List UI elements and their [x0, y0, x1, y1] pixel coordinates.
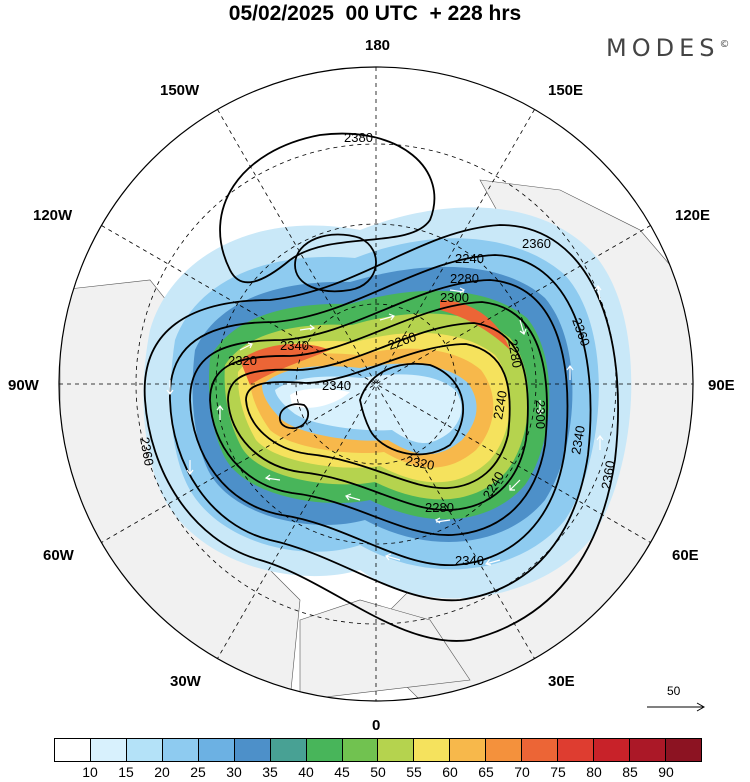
colorbar-label: 15	[118, 764, 134, 780]
colorbar-bin	[198, 739, 235, 761]
colorbar-label: 25	[190, 764, 206, 780]
globe-outline	[58, 66, 694, 702]
contour-label: 2280	[450, 271, 479, 286]
contour-label: 2320	[228, 353, 257, 368]
contour-label: 2340	[280, 338, 309, 353]
lon-label-120e: 120E	[675, 207, 710, 224]
colorbar-bin	[630, 739, 666, 761]
colorbar-label: 75	[550, 764, 566, 780]
contour-label: 2240	[490, 389, 510, 420]
colorbar-labels: 10 15 20 25 30 35 40 45 50 55 60 65 70 75 80 85 90	[0, 764, 750, 782]
contour-label: 2340	[568, 424, 588, 455]
contour-label: 2360	[522, 236, 551, 251]
colorbar-bin	[414, 739, 451, 761]
colorbar-bin	[234, 739, 271, 761]
contour-label: 2280	[425, 500, 454, 515]
colorbar-label: 50	[370, 764, 386, 780]
contour-label: 2360	[598, 459, 618, 490]
colorbar-bin	[162, 739, 199, 761]
contour-label: 2280	[505, 338, 525, 369]
colorbar-bin	[594, 739, 630, 761]
colorbar-bin	[306, 739, 343, 761]
colorbar-label: 35	[262, 764, 278, 780]
colorbar	[54, 738, 702, 762]
contour-label: 2240	[455, 251, 484, 266]
colorbar-bin	[665, 739, 701, 761]
contour-label: 2300	[440, 290, 469, 305]
lon-label-180: 180	[365, 37, 390, 54]
lon-label-60w: 60W	[43, 547, 75, 564]
colorbar-label: 10	[82, 764, 98, 780]
longitude-labels: 180 150W 150E 120W 120E 90W 90E 60W 60E …	[8, 37, 735, 734]
height-contours	[143, 132, 619, 642]
colorbar-bin	[378, 739, 415, 761]
colorbar-bin	[450, 739, 487, 761]
colorbar-bin	[558, 739, 595, 761]
vector-reference-arrow	[647, 702, 706, 712]
colorbar-label: 55	[406, 764, 422, 780]
lon-label-90e: 90E	[708, 377, 735, 394]
colorbar-label: 80	[586, 764, 602, 780]
lon-label-60e: 60E	[672, 547, 699, 564]
vector-reference-label: 50	[667, 684, 681, 698]
colorbar-label: 90	[658, 764, 674, 780]
contour-label: 2360	[137, 436, 157, 467]
brand-name: MODES	[606, 34, 720, 62]
colorbar-bin	[270, 739, 307, 761]
colorbar-bin	[486, 739, 523, 761]
vector-reference: 50	[647, 684, 707, 716]
lon-label-150w: 150W	[160, 82, 200, 99]
colorbar-label: 65	[478, 764, 494, 780]
colorbar-bin	[126, 739, 163, 761]
lon-label-30w: 30W	[170, 673, 202, 690]
colorbar-label: 45	[334, 764, 350, 780]
lon-label-90w: 90W	[8, 377, 40, 394]
lon-label-150e: 150E	[548, 82, 583, 99]
brand-mark: ©	[719, 39, 730, 50]
colorbar-bin	[342, 739, 379, 761]
contour-label: 2320	[404, 453, 435, 473]
colorbar-label: 40	[298, 764, 314, 780]
contour-label: 2340	[455, 553, 484, 568]
wind-vectors	[166, 285, 604, 566]
colorbar-label: 60	[442, 764, 458, 780]
colorbar-bin	[90, 739, 127, 761]
colorbar-label: 20	[154, 764, 170, 780]
brand-logo: MODES©	[606, 34, 729, 62]
contour-label: 2340	[322, 378, 351, 393]
colorbar-label: 30	[226, 764, 242, 780]
map-title: 05/02/2025 00 UTC + 228 hrs	[228, 2, 522, 25]
contour-label: 2380	[344, 130, 373, 145]
contour-label: 2300	[533, 400, 548, 429]
colorbar-bin	[522, 739, 559, 761]
lon-label-30e: 30E	[548, 673, 575, 690]
colorbar-label: 85	[622, 764, 638, 780]
colorbar-label: 70	[514, 764, 530, 780]
lon-label-0: 0	[372, 717, 380, 734]
lon-label-120w: 120W	[33, 207, 73, 224]
colorbar-bin	[55, 739, 91, 761]
